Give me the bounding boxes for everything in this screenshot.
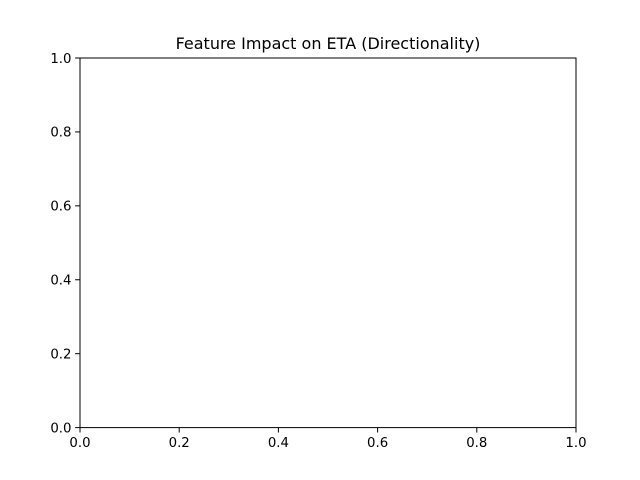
y-tick-label: 0.2 xyxy=(50,347,71,362)
x-axis: 0.0 0.2 0.4 0.6 0.8 1.0 xyxy=(69,427,587,451)
x-tick-label: 0.2 xyxy=(169,436,190,451)
x-tick-label: 0.8 xyxy=(466,436,487,451)
y-axis: 0.0 0.2 0.4 0.6 0.8 1.0 xyxy=(50,52,80,436)
x-tick-label: 0.6 xyxy=(367,436,388,451)
x-tick-label: 1.0 xyxy=(565,436,586,451)
y-tick-label: 0.6 xyxy=(50,200,71,215)
x-tick-label: 0.4 xyxy=(268,436,289,451)
y-tick-label: 1.0 xyxy=(50,52,71,67)
x-tick-label: 0.0 xyxy=(69,436,90,451)
plot-frame xyxy=(79,57,577,429)
y-tick-label: 0.0 xyxy=(50,421,71,436)
y-tick-label: 0.8 xyxy=(50,126,71,141)
y-tick-label: 0.4 xyxy=(50,274,71,289)
chart-title: Feature Impact on ETA (Directionality) xyxy=(176,34,481,53)
